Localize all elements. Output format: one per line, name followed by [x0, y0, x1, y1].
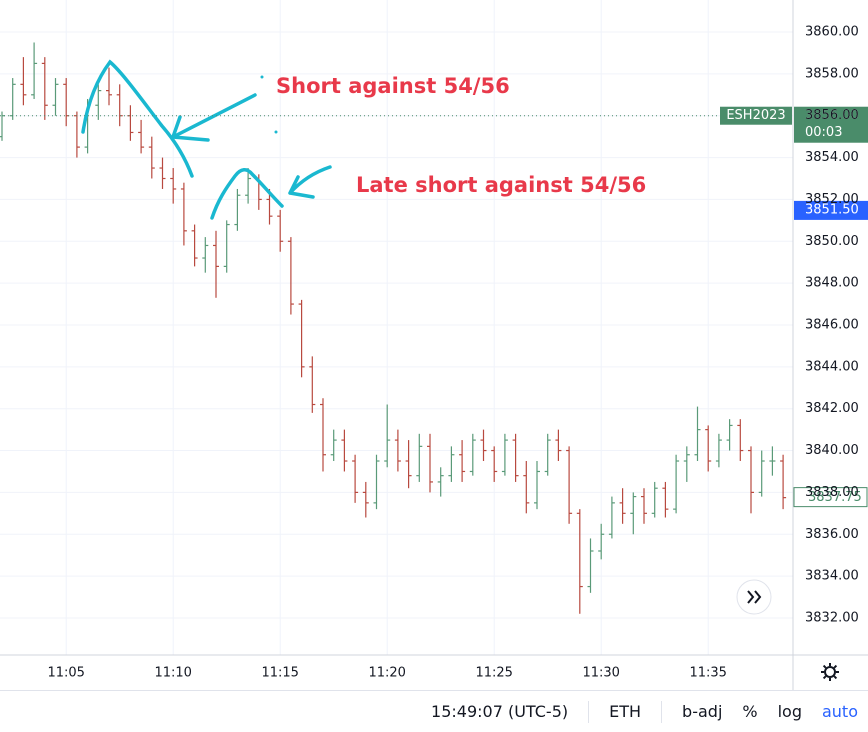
drawing-arrow: [288, 165, 332, 199]
drawing: [81, 59, 332, 220]
percent-button[interactable]: %: [742, 702, 758, 721]
symbol-label: ESH2023: [726, 108, 785, 123]
price-label-box: [794, 106, 868, 143]
x-tick-label: 11:20: [368, 666, 405, 681]
clock[interactable]: 15:49:07 (UTC-5): [431, 702, 569, 721]
separator: [588, 700, 590, 723]
x-tick-label: 11:15: [261, 666, 298, 681]
auto-button[interactable]: auto: [821, 702, 858, 721]
x-tick-label: 11:25: [475, 666, 512, 681]
x-tick-label: 11:10: [154, 666, 191, 681]
price-label-box: [794, 200, 868, 220]
adjust-button[interactable]: b-adj: [682, 702, 723, 721]
y-tick-label: 3860.00: [805, 25, 859, 40]
scroll-icon: [747, 590, 762, 604]
y-tick-label: 3852.00: [805, 192, 859, 207]
y-tick-label: 3858.00: [805, 66, 859, 81]
x-tick-label: 11:05: [47, 666, 84, 681]
y-tick-label: 3848.00: [805, 276, 859, 291]
y-tick-label: 3850.00: [805, 234, 859, 249]
log-button[interactable]: log: [777, 702, 802, 721]
y-tick-label: 3840.00: [805, 443, 859, 458]
gear-teeth: [821, 663, 839, 681]
drawing-stroke: [210, 168, 284, 220]
bars: [0, 42, 787, 614]
y-tick-label: 3832.00: [805, 610, 859, 625]
annotation: Late short against 54/56: [356, 173, 646, 197]
y-tick-label: 3842.00: [805, 401, 859, 416]
y-tick-label: 3854.00: [805, 150, 859, 165]
price-label-box: [793, 487, 868, 508]
x-tick-label: 11:35: [689, 666, 726, 681]
y-tick-label: 3844.00: [805, 359, 859, 374]
chart: Short against 54/56 Late short against 5…: [0, 0, 868, 690]
y-tick-label: 3838.00: [805, 485, 859, 500]
y-tick-label: 3836.00: [805, 527, 859, 542]
x-tick-label: 11:30: [582, 666, 619, 681]
y-tick-label: 3846.00: [805, 317, 859, 332]
price-markers: ESH2023 3856.00 00:03 3851.50 3837.75: [0, 106, 868, 508]
annotation: Short against 54/56: [276, 74, 510, 98]
drawing-dot: [260, 75, 264, 79]
grid: [0, 0, 793, 655]
price-label: 3851.50: [805, 202, 859, 217]
timer-label: 00:03: [805, 125, 842, 140]
drawing-arrow: [171, 93, 257, 142]
y-tick-label: 3856.00: [805, 108, 859, 123]
settings-button[interactable]: [821, 663, 839, 681]
gear: [824, 666, 836, 678]
separator: [661, 700, 663, 723]
y-tick-label: 3834.00: [805, 569, 859, 584]
drawing-dot: [274, 130, 278, 134]
session-button[interactable]: ETH: [609, 702, 642, 721]
symbol-label-box: [720, 106, 792, 125]
price-label: 3837.75: [808, 490, 862, 505]
drawing-stroke: [81, 59, 194, 178]
toolbar: 15:49:07 (UTC-5) ETH b-adj % log auto: [0, 690, 868, 732]
price-label: 3856.00: [805, 108, 859, 123]
